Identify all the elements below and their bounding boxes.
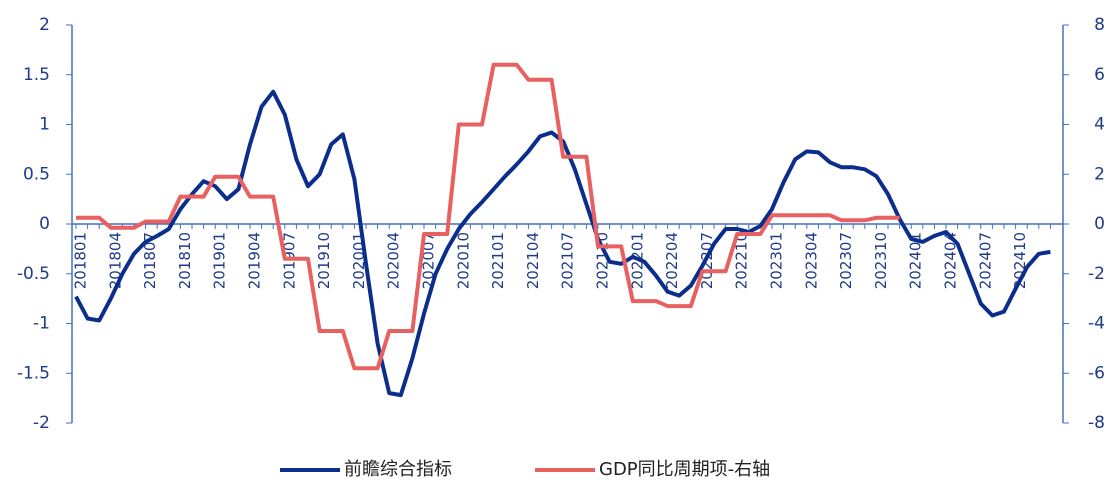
x-tick-label: 202104 xyxy=(524,232,542,289)
y-tick-label: -1 xyxy=(33,314,50,334)
legend-label: 前瞻综合指标 xyxy=(344,459,452,480)
x-tick-label: 201801 xyxy=(72,232,90,289)
y2-tick-label: -4 xyxy=(1088,314,1105,334)
y2-tick-label: 4 xyxy=(1094,115,1105,135)
x-tick-label: 202004 xyxy=(385,232,403,289)
x-tick-label: 202404 xyxy=(942,232,960,289)
y-tick-label: -1.5 xyxy=(17,363,50,383)
y-tick-label: 0.5 xyxy=(23,164,50,184)
x-tick-label: 202107 xyxy=(559,232,577,289)
x-tick-label: 201804 xyxy=(106,232,124,289)
x-tick-label: 202204 xyxy=(663,232,681,289)
x-tick-label: 202301 xyxy=(768,232,786,289)
y-tick-label: 0 xyxy=(39,214,50,234)
y-tick-label: 2 xyxy=(39,15,50,35)
x-tick-label: 202407 xyxy=(976,232,994,289)
x-tick-label: 202210 xyxy=(733,232,751,289)
y-tick-label: -2 xyxy=(33,413,50,433)
series-line xyxy=(76,62,900,371)
legend-label: GDP同比周期项-右轴 xyxy=(599,459,770,480)
x-tick-label: 201807 xyxy=(141,232,159,289)
y-tick-label: 1.5 xyxy=(23,65,50,85)
x-tick-label: 202010 xyxy=(454,232,472,289)
x-tick-label: 202101 xyxy=(489,232,507,289)
y2-tick-label: -2 xyxy=(1088,264,1105,284)
x-tick-label: 201901 xyxy=(211,232,229,289)
y2-tick-label: 8 xyxy=(1094,15,1105,35)
x-tick-label: 202307 xyxy=(837,232,855,289)
y2-tick-label: 0 xyxy=(1094,214,1105,234)
x-tick-label: 202310 xyxy=(872,232,890,289)
y2-tick-label: -8 xyxy=(1088,413,1105,433)
x-tick-label: 201910 xyxy=(315,232,333,289)
x-tick-label: 202304 xyxy=(802,232,820,289)
x-tick-label: 201904 xyxy=(246,232,264,289)
series-line xyxy=(74,89,1051,398)
y-tick-label: 1 xyxy=(39,115,50,135)
x-tick-label: 201810 xyxy=(176,232,194,289)
y2-tick-label: -6 xyxy=(1088,363,1105,383)
x-tick-label: 202401 xyxy=(907,232,925,289)
y2-tick-label: 6 xyxy=(1094,65,1105,85)
y2-tick-label: 2 xyxy=(1094,164,1105,184)
y-tick-label: -0.5 xyxy=(17,264,50,284)
